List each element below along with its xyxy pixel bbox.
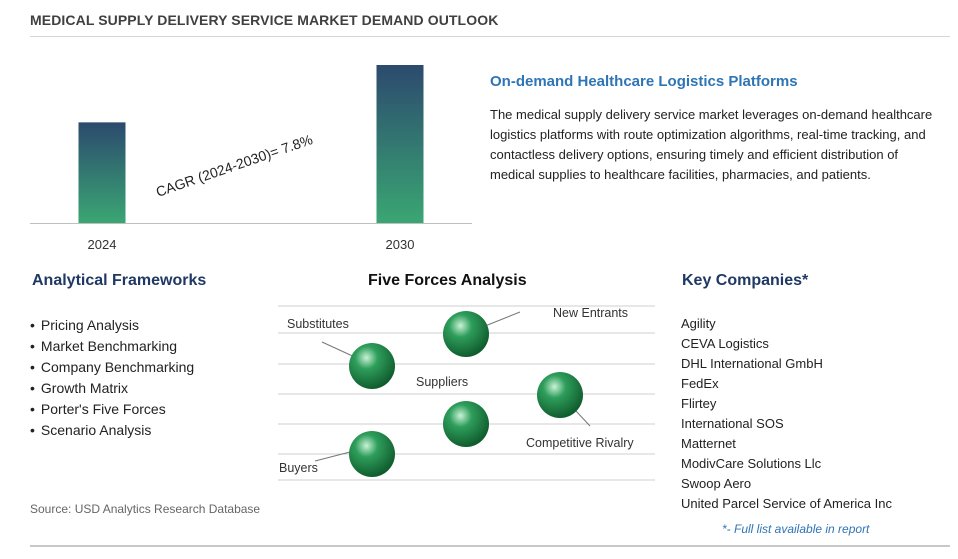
sphere-new-entrants: [443, 311, 489, 357]
list-item: CEVA Logistics: [681, 336, 769, 351]
frameworks-heading: Analytical Frameworks: [32, 272, 207, 289]
list-item: Matternet: [681, 436, 736, 451]
list-item: Growth Matrix: [30, 378, 194, 399]
sphere-suppliers: [443, 401, 489, 447]
list-item: DHL International GmbH: [681, 356, 823, 371]
page-title: MEDICAL SUPPLY DELIVERY SERVICE MARKET D…: [30, 12, 499, 28]
cagr-annotation: CAGR (2024-2030)= 7.8%: [154, 131, 315, 200]
list-item: Company Benchmarking: [30, 357, 194, 378]
bar-chart: 2024 2030 CAGR (2024-2030)= 7.8%: [30, 65, 472, 252]
sphere-competitive-rivalry: [537, 372, 583, 418]
list-item: International SOS: [681, 416, 784, 431]
list-item: Swoop Aero: [681, 476, 752, 491]
companies-list: Agility CEVA Logistics DHL International…: [681, 314, 892, 514]
list-item: Scenario Analysis: [30, 420, 194, 441]
top-divider: [30, 36, 950, 37]
bar-2030: [376, 65, 424, 223]
list-item: ModivCare Solutions Llc: [681, 456, 822, 471]
list-item: Pricing Analysis: [30, 315, 194, 336]
list-item: Flirtey: [681, 396, 717, 411]
sphere-buyers: [349, 431, 395, 477]
list-item: FedEx: [681, 376, 719, 391]
label-suppliers: Suppliers: [416, 375, 468, 389]
bottom-divider: [30, 545, 950, 547]
source-note: Source: USD Analytics Research Database: [30, 502, 261, 516]
tick-label-2030: 2030: [386, 237, 415, 252]
full-list-note: *- Full list available in report: [722, 522, 870, 536]
list-item: United Parcel Service of America Inc: [681, 496, 892, 511]
tick-label-2024: 2024: [88, 237, 117, 252]
label-new-entrants: New Entrants: [553, 306, 628, 320]
bar-2024: [78, 122, 126, 223]
label-competitive-rivalry: Competitive Rivalry: [526, 436, 634, 450]
side-heading: On-demand Healthcare Logistics Platforms: [490, 73, 798, 90]
five-forces-diagram: New Entrants Substitutes Suppliers Compe…: [278, 305, 655, 481]
list-item: Porter's Five Forces: [30, 399, 194, 420]
companies-heading: Key Companies*: [682, 272, 809, 289]
list-item: Market Benchmarking: [30, 336, 194, 357]
list-item: Agility: [681, 316, 716, 331]
label-buyers: Buyers: [279, 461, 318, 475]
five-forces-heading: Five Forces Analysis: [368, 272, 527, 289]
label-substitutes: Substitutes: [287, 317, 349, 331]
side-description: The medical supply delivery service mark…: [490, 107, 933, 182]
sphere-substitutes: [349, 343, 395, 389]
frameworks-list: Pricing Analysis Market Benchmarking Com…: [30, 315, 194, 441]
